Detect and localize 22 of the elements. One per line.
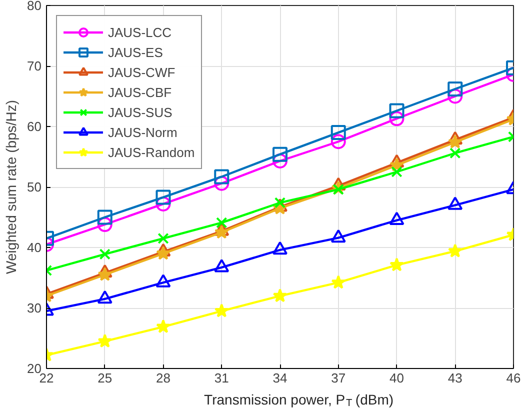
- y-axis-title: Weighted sum rate (bps/Hz): [3, 100, 20, 274]
- legend-label: JAUS-Norm: [108, 124, 178, 140]
- x-tick-label: 34: [272, 370, 288, 386]
- x-tick-label: 37: [331, 370, 346, 386]
- legend-label: JAUS-ES: [108, 44, 163, 60]
- y-tick-label: 30: [27, 300, 42, 316]
- legend-label: JAUS-LCC: [108, 24, 172, 40]
- legend-label: JAUS-Random: [108, 144, 195, 160]
- x-tick-label: 40: [390, 370, 404, 386]
- legend-label: JAUS-CWF: [108, 64, 176, 80]
- legend-label: JAUS-SUS: [108, 104, 172, 120]
- x-tick-label: 31: [214, 370, 229, 386]
- legend-label: JAUS-CBF: [108, 84, 172, 100]
- x-tick-label: 25: [98, 370, 112, 386]
- x-tick-label: 28: [156, 370, 170, 386]
- x-tick-label: 43: [448, 370, 462, 386]
- x-tick-label: 46: [506, 370, 521, 386]
- y-tick-label: 50: [27, 180, 42, 194]
- y-tick-label: 80: [27, 0, 42, 13]
- y-tick-label: 60: [27, 119, 42, 134]
- y-tick-label: 40: [27, 240, 42, 255]
- y-tick-label: 70: [27, 58, 42, 74]
